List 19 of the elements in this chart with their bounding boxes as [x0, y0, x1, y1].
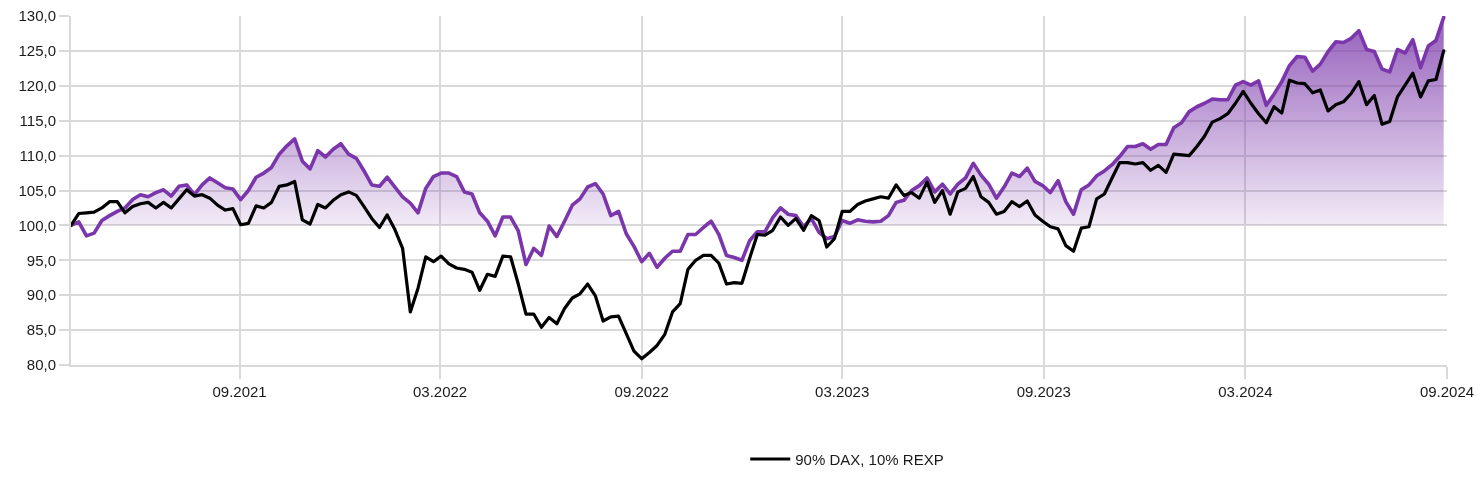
x-tick-label: 09.2023: [1016, 383, 1071, 400]
y-tick-label: 110,0: [19, 146, 56, 164]
y-tick-label: 80,0: [26, 356, 56, 374]
y-tick-label: 90,0: [26, 286, 56, 304]
y-tick-label: 85,0: [26, 321, 56, 339]
x-tick-label: 09.2024: [1419, 383, 1475, 400]
x-tick-label: 03.2022: [412, 383, 468, 400]
y-tick-label: 130,0: [18, 7, 56, 25]
y-tick-label: 95,0: [26, 251, 56, 269]
y-tick-label: 120,0: [18, 77, 56, 95]
x-tick-label: 09.2021: [212, 383, 267, 400]
x-tick-label: 03.2024: [1218, 383, 1273, 400]
y-tick-label: 115,0: [19, 111, 56, 129]
x-tick-label: 03.2023: [815, 383, 870, 400]
legend-label: 90% DAX, 10% REXP: [795, 450, 944, 468]
y-tick-label: 100,0: [18, 216, 56, 234]
y-tick-label: 105,0: [18, 181, 56, 199]
y-tick-label: 125,0: [18, 42, 56, 60]
x-tick-label: 09.2022: [614, 383, 669, 400]
